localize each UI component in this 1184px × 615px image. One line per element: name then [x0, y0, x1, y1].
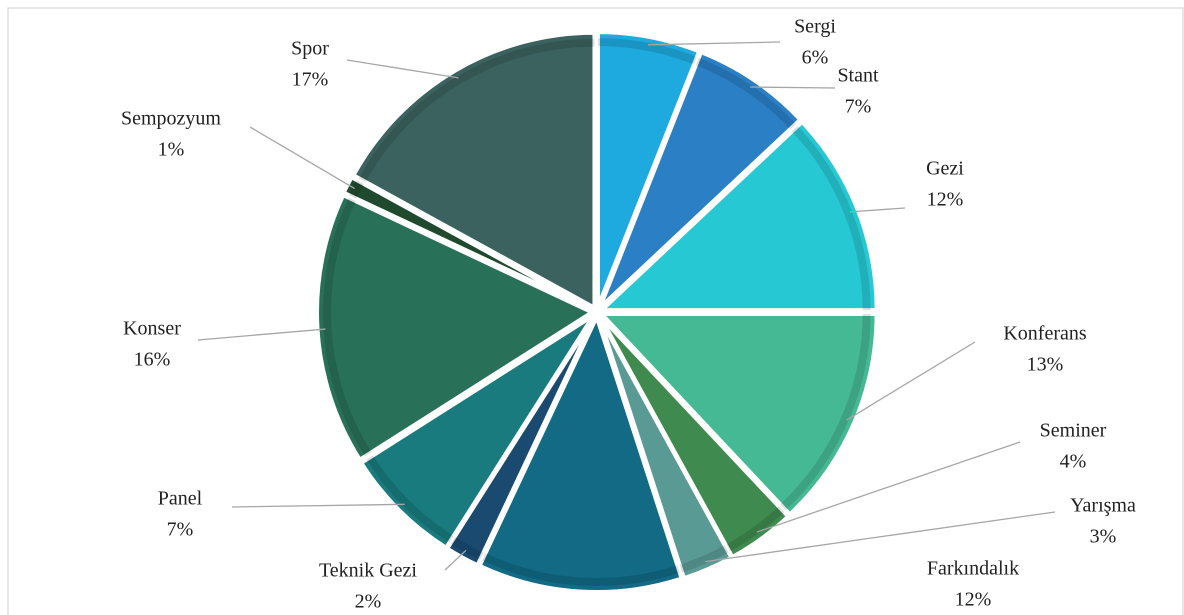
plot-border — [7, 7, 1184, 615]
leader-line — [647, 41, 781, 46]
slice-label-value: 2% — [355, 591, 382, 613]
slice-label-value: 3% — [1090, 526, 1117, 548]
slice-inner-edge — [482, 553, 680, 586]
slice-label-value: 7% — [167, 519, 194, 541]
leader-line — [231, 503, 405, 508]
slice-label-name: Sergi — [794, 16, 836, 38]
slice-label-name: Farkındalık — [927, 558, 1019, 580]
slice-inner-edge — [725, 506, 785, 552]
slice-label-value: 17% — [292, 69, 329, 91]
leader-line — [249, 126, 355, 190]
leader-line — [849, 207, 906, 213]
slice-label-name: Konferans — [1003, 323, 1087, 345]
slice-label-value: 16% — [134, 349, 171, 371]
slice-inner-edge — [597, 38, 697, 65]
slice-label-value: 4% — [1060, 451, 1087, 473]
slice-label-name: Spor — [291, 38, 329, 60]
slice-inner-edge — [695, 57, 796, 130]
slice-label-value: 6% — [802, 47, 829, 69]
slice-label-name: Teknik Gezi — [319, 560, 417, 582]
leader-line — [444, 549, 467, 571]
slice-inner-edge — [679, 545, 729, 573]
slice-label-name: Gezi — [926, 158, 964, 180]
pie-slice — [358, 313, 596, 551]
leader-line — [704, 511, 1056, 563]
pie-slice — [476, 311, 685, 594]
pie-slice — [595, 30, 702, 308]
leader-line — [756, 441, 1021, 533]
slice-label-name: Stant — [837, 65, 879, 87]
slice-label-name: Seminer — [1040, 420, 1107, 442]
slice-label-name: Sempozyum — [121, 108, 221, 130]
pie-slice — [596, 311, 879, 518]
slice-label-name: Konser — [123, 318, 181, 340]
slice-inner-edge — [791, 126, 871, 311]
slice-label-value: 13% — [1027, 354, 1064, 376]
leader-line — [346, 59, 459, 79]
slice-label-value: 12% — [927, 189, 964, 211]
slice-label-name: Yarışma — [1070, 495, 1136, 517]
leader-line — [846, 341, 976, 421]
slice-label-value: 7% — [845, 96, 872, 118]
slice-label-name: Panel — [158, 488, 203, 510]
pie-slice — [597, 49, 804, 310]
slice-inner-edge — [349, 180, 364, 199]
pie-slice — [596, 119, 879, 313]
slice-inner-edge — [366, 455, 454, 543]
slice-label-value: 12% — [955, 589, 992, 611]
leader-line — [197, 328, 326, 341]
slice-label-value: 1% — [158, 139, 185, 161]
leader-line — [749, 86, 836, 89]
pie-slice — [350, 30, 597, 312]
slice-inner-edge — [323, 197, 372, 457]
slice-inner-edge — [780, 313, 871, 511]
slice-inner-edge — [358, 38, 595, 182]
